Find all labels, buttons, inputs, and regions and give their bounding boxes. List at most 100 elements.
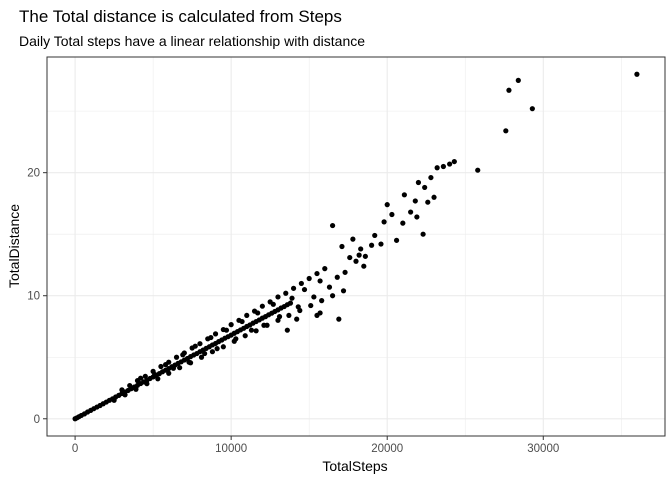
data-point <box>294 316 300 322</box>
grid <box>47 57 665 436</box>
data-point <box>440 163 446 170</box>
data-point <box>381 219 387 225</box>
data-point <box>415 179 422 186</box>
data-point <box>408 209 414 215</box>
data-point <box>506 87 512 93</box>
data-point <box>420 231 426 237</box>
panel-border <box>46 56 666 437</box>
data-point <box>163 362 169 368</box>
data-point <box>198 354 205 360</box>
data-point <box>119 387 125 393</box>
data-point <box>220 344 226 350</box>
y-axis-title: TotalDistance <box>6 204 22 288</box>
y-axis-ticks: 0 10 20 <box>27 168 47 426</box>
data-point <box>276 314 283 320</box>
x-tick-label: 10000 <box>215 443 247 455</box>
data-point <box>475 167 481 173</box>
data-point <box>290 285 297 291</box>
data-point <box>400 220 406 226</box>
data-point <box>334 274 340 280</box>
data-point <box>177 365 183 371</box>
data-point <box>214 346 220 352</box>
data-point <box>301 286 308 293</box>
chart-title: The Total distance is calculated from St… <box>19 7 342 26</box>
data-point <box>122 392 128 398</box>
data-point <box>275 294 281 300</box>
x-tick-label: 20000 <box>371 443 403 455</box>
chart-subtitle: Daily Total steps have a linear relation… <box>19 33 365 49</box>
data-point <box>283 290 289 296</box>
data-point <box>369 242 375 248</box>
data-point <box>298 280 304 287</box>
data-point <box>239 318 245 325</box>
data-point <box>358 246 364 252</box>
data-point <box>144 381 150 387</box>
x-axis-title: TotalSteps <box>322 458 387 474</box>
data-point <box>372 232 378 239</box>
data-point <box>422 184 428 191</box>
data-point <box>329 222 336 229</box>
data-point <box>451 158 457 165</box>
data-point <box>361 263 367 269</box>
data-point <box>253 328 259 334</box>
data-point <box>261 322 267 328</box>
data-point <box>447 161 453 167</box>
data-point <box>384 202 390 208</box>
data-point <box>233 336 239 342</box>
data-point <box>434 165 440 171</box>
data-point <box>173 354 180 360</box>
data-point <box>111 397 117 403</box>
data-point <box>306 275 312 282</box>
data-point <box>428 174 434 181</box>
data-point <box>152 371 158 378</box>
data-point <box>127 382 133 389</box>
data-point <box>322 266 328 272</box>
data-point <box>287 300 294 306</box>
data-point <box>389 211 395 218</box>
data-point <box>270 301 276 307</box>
data-point <box>314 270 320 277</box>
data-point <box>329 293 336 299</box>
data-point <box>202 350 208 357</box>
data-point <box>353 258 359 264</box>
y-tick-label: 0 <box>34 414 40 426</box>
data-point <box>308 302 314 309</box>
data-point <box>503 128 509 134</box>
data-point <box>529 106 535 112</box>
data-point <box>412 198 418 204</box>
data-point <box>319 298 325 304</box>
data-point <box>242 333 248 339</box>
data-point <box>414 214 420 220</box>
data-point <box>356 252 362 258</box>
data-point <box>378 241 384 247</box>
data-point <box>284 327 290 333</box>
data-point <box>342 269 348 275</box>
data-point <box>186 359 192 365</box>
data-point <box>634 71 640 77</box>
data-point <box>133 386 139 392</box>
x-axis-ticks: 0 10000 20000 30000 <box>72 436 559 455</box>
data-point <box>425 199 431 205</box>
data-point <box>401 192 407 198</box>
data-point <box>314 312 320 319</box>
data-point <box>431 194 437 200</box>
data-point <box>142 373 148 379</box>
data-point <box>166 370 172 376</box>
data-point <box>192 343 198 349</box>
data-point <box>317 278 323 284</box>
data-point <box>347 254 353 261</box>
data-point <box>326 284 333 290</box>
data-point <box>393 237 400 243</box>
data-point <box>180 352 186 358</box>
data-point <box>311 294 317 300</box>
data-point <box>286 312 292 319</box>
data-point <box>209 349 216 355</box>
data-point <box>228 322 234 328</box>
data-point <box>155 376 161 382</box>
data-point <box>289 295 295 301</box>
data-point <box>197 341 203 347</box>
data-point <box>248 327 255 333</box>
data-point <box>295 304 301 310</box>
data-point <box>339 243 345 250</box>
